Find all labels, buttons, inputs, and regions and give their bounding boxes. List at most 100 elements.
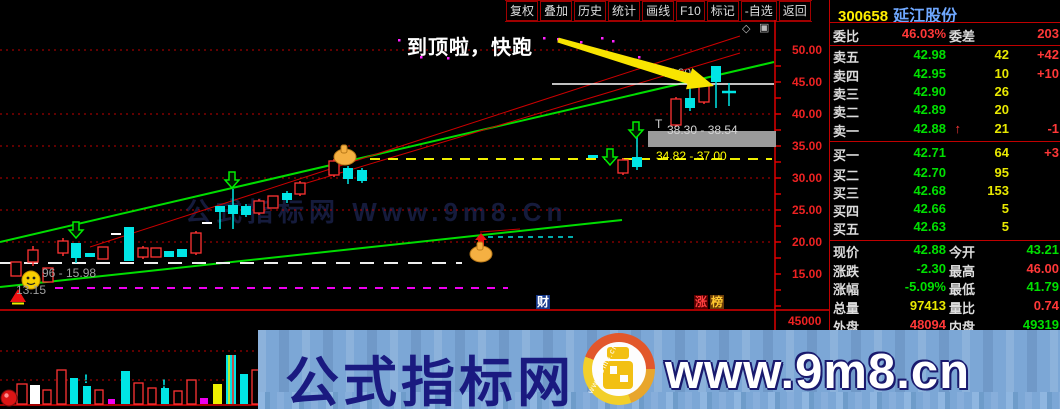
info-label: 量比	[949, 301, 976, 316]
panel-divider	[830, 240, 1060, 241]
up-arrow-icon: ↑	[954, 121, 962, 136]
weicha-value: 203	[1037, 26, 1059, 41]
quote-info-row: 涨幅 -5.09% 最低 41.79	[830, 279, 1060, 297]
info-label: 最高	[949, 264, 976, 279]
red-ball-icon	[0, 389, 18, 407]
banner-url: www.9m8.cn	[665, 345, 971, 399]
green-down-arrow-icon	[223, 171, 241, 190]
level-price: 42.63	[913, 219, 946, 234]
level-volume: 26	[994, 84, 1009, 99]
level-price: 42.98	[913, 47, 946, 62]
orderbook-row: 买三 42.68 153	[830, 183, 1060, 201]
level-delta: -1	[1047, 121, 1059, 136]
orderbook-row: 卖四 42.95 10 +10	[830, 66, 1060, 84]
info-label: 总量	[833, 301, 860, 316]
orderbook-row: 卖二 42.89 20	[830, 102, 1060, 120]
level-price: 42.71	[913, 145, 946, 160]
price-axis-label: 45.00	[791, 75, 822, 89]
info-value: 41.79	[1026, 279, 1059, 294]
level-label: 卖一	[833, 124, 860, 139]
info-value: 0.74	[1033, 298, 1059, 313]
orderbook-row: 买四 42.66 5	[830, 201, 1060, 219]
level-label: 卖四	[833, 69, 860, 84]
orderbook-row: 卖一 42.88 ↑ 21 -1	[830, 121, 1060, 139]
stock-name: 延江股份	[893, 8, 958, 25]
toolbar-button-8[interactable]: -自选	[740, 1, 777, 21]
orderbook-row: 买一 42.71 64 +3	[830, 145, 1060, 163]
tab-gainers-zhang[interactable]: 涨	[694, 295, 709, 309]
panel-divider	[830, 22, 1060, 23]
price-axis-label: 20.00	[791, 235, 822, 249]
info-value: -2.30	[916, 261, 946, 276]
toolbar-button-1[interactable]: 复权	[506, 1, 539, 21]
orderbook-row: 买五 42.63 5	[830, 219, 1060, 237]
price-axis-label: 30.00	[791, 171, 822, 185]
tab-finance[interactable]: 财	[536, 295, 551, 309]
green-down-arrow-icon	[601, 148, 619, 167]
quote-info-row: 总量 97413 量比 0.74	[830, 298, 1060, 316]
level-delta: +3	[1044, 145, 1059, 160]
yellow-arrow-annotation	[557, 37, 714, 90]
info-label: 现价	[833, 245, 860, 260]
level-price: 42.66	[913, 201, 946, 216]
level-price: 42.89	[913, 102, 946, 117]
seal-logo-icon	[583, 333, 655, 405]
info-label: 今开	[949, 245, 976, 260]
smiley-icon	[21, 270, 41, 290]
tab-gainers-bang[interactable]: 榜	[710, 295, 725, 309]
window-icon[interactable]: ▣	[759, 22, 770, 34]
quote-info-row: 涨跌 -2.30 最高 46.00	[830, 261, 1060, 279]
level-label: 买四	[833, 204, 860, 219]
info-value: -5.09%	[904, 279, 946, 294]
info-label: 最低	[949, 282, 976, 297]
toolbar-button-5[interactable]: 画线	[642, 1, 675, 21]
gap-band-label: 38.30 - 38.54	[667, 123, 738, 137]
green-down-arrow-icon	[67, 221, 85, 240]
level-label: 卖五	[833, 50, 860, 65]
top-toolbar: 复权 叠加 历史 统计 画线 F10 标记 -自选 返回	[505, 0, 812, 22]
weibi-label: 委比	[833, 29, 860, 44]
price-axis-label: 25.00	[791, 203, 822, 217]
banner-title: 公式指标网	[285, 353, 575, 409]
chart-annotation: 到顶啦，快跑	[407, 37, 533, 59]
exclamation-icon: !	[84, 372, 88, 386]
weibi-value: 46.03%	[901, 26, 946, 41]
level-price: 42.90	[913, 84, 946, 99]
toolbar-button-9[interactable]: 返回	[778, 1, 811, 21]
quote-info-row: 现价 42.88 今开 43.21	[830, 242, 1060, 260]
orderbook-row: 买二 42.70 95	[830, 165, 1060, 183]
info-label: 涨跌	[833, 264, 860, 279]
diamond-icon[interactable]: ◇	[742, 23, 751, 35]
level-label: 卖三	[833, 87, 860, 102]
weicha-label: 委差	[949, 29, 976, 44]
level-volume: 5	[1001, 219, 1009, 234]
toolbar-button-7[interactable]: 标记	[706, 1, 739, 21]
level-price: 42.70	[913, 165, 946, 180]
orderbook-row: 卖三 42.90 26	[830, 84, 1060, 102]
price-axis-label: 50.00	[791, 43, 822, 57]
level-volume: 20	[994, 102, 1009, 117]
level-label: 卖二	[833, 105, 860, 120]
gap-band-tmark: T	[655, 117, 663, 131]
level-volume: 10	[994, 66, 1009, 81]
gap-label-yellow: 34.82 - 37.00	[656, 149, 727, 163]
info-value: 42.88	[913, 242, 946, 257]
volume-axis-label: 45000	[788, 314, 822, 328]
level-volume: 153	[987, 183, 1009, 198]
info-value: 46.00	[1026, 261, 1059, 276]
toolbar-button-4[interactable]: 统计	[608, 1, 641, 21]
toolbar-button-6[interactable]: F10	[676, 1, 705, 21]
toolbar-button-3[interactable]: 历史	[574, 1, 607, 21]
orderbook-row: 卖五 42.98 42 +42	[830, 47, 1060, 65]
green-down-arrow-icon	[627, 121, 645, 140]
left-range-label: 96 - 15.98	[42, 266, 97, 280]
level-label: 买二	[833, 168, 860, 183]
watermark-banner: 公式指标网 www.9m8.cn www.9m8.cn	[258, 330, 1060, 409]
toolbar-button-2[interactable]: 叠加	[540, 1, 573, 21]
info-value: 43.21	[1026, 242, 1059, 257]
info-label: 涨幅	[833, 282, 860, 297]
price-axis-label: 40.00	[791, 107, 822, 121]
level-label: 买五	[833, 222, 860, 237]
exclamation-icon: !	[162, 377, 166, 391]
